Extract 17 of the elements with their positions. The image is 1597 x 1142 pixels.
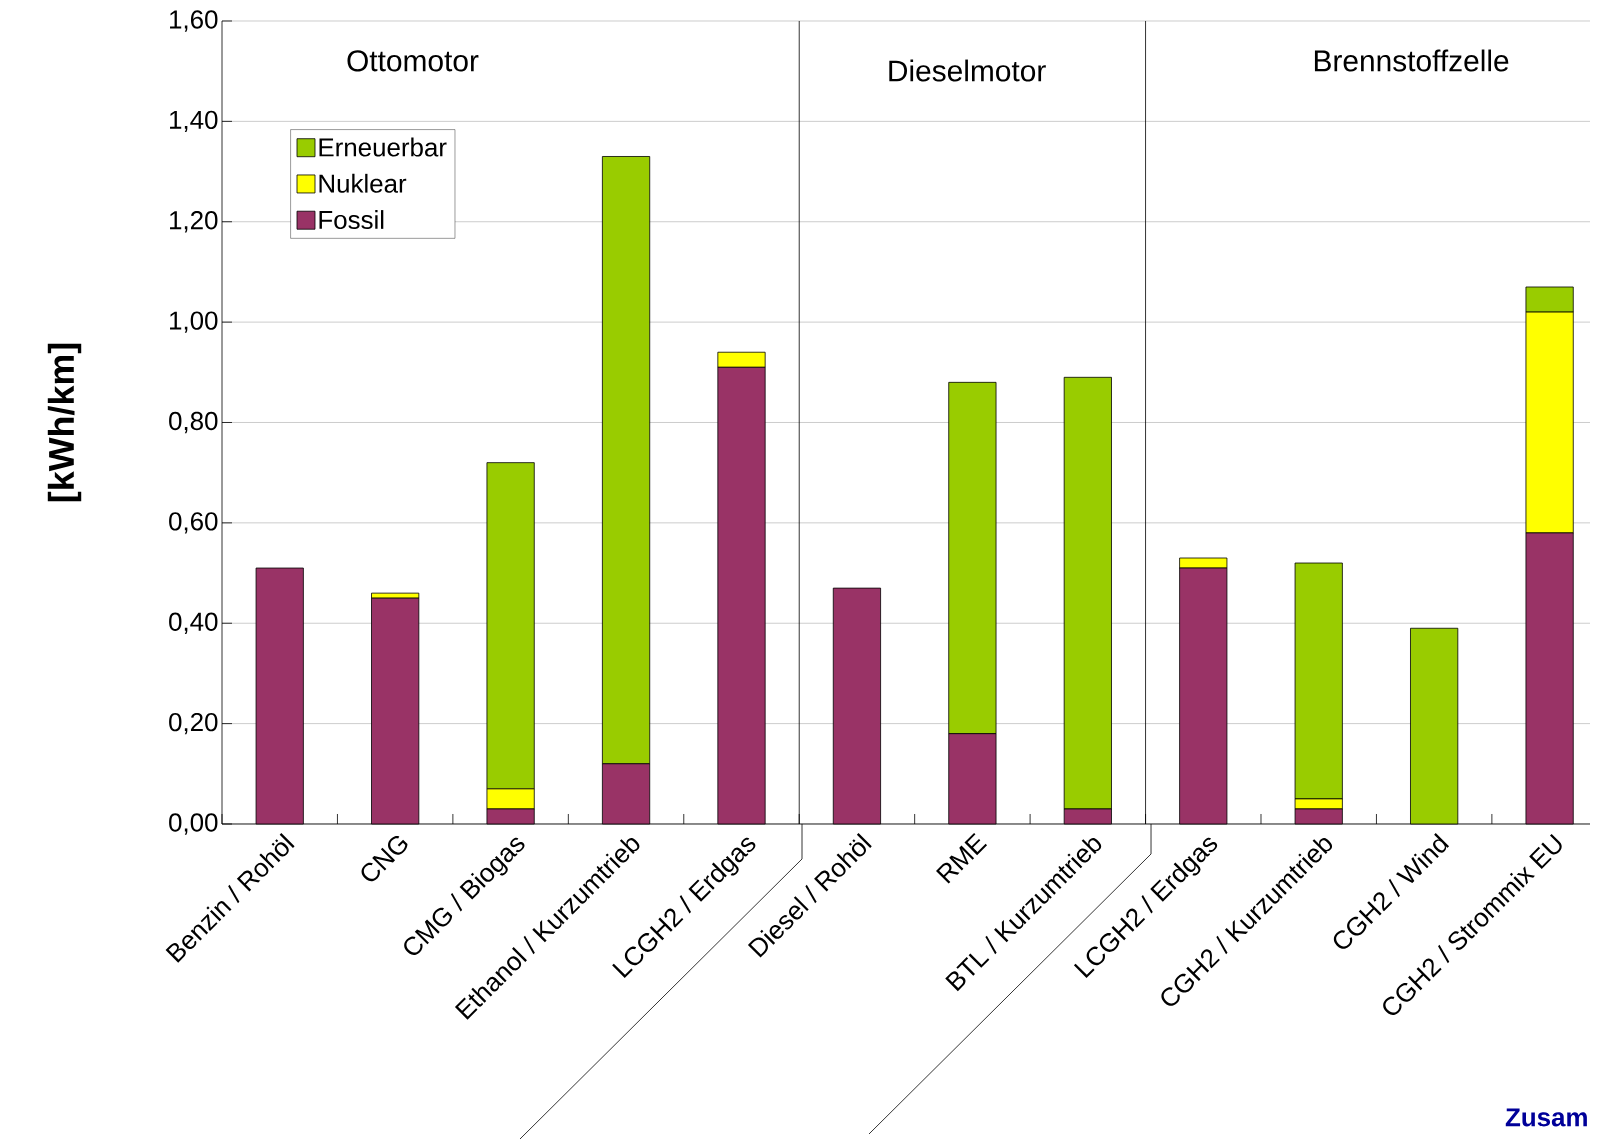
- y-tick-label: 0,40: [169, 612, 218, 634]
- y-tick-label: 1,60: [170, 10, 218, 32]
- y-axis-title: [kWh/km]: [47, 343, 82, 502]
- annotation: Dieselmotor: [889, 59, 1046, 82]
- text: Zusam: [1505, 1108, 1587, 1127]
- y-tick-label: 1,40: [170, 110, 218, 133]
- y-tick-label: 0,60: [169, 512, 218, 534]
- annotation: Brennstoffzelle: [1314, 49, 1509, 72]
- y-tick-label: 1,00: [170, 311, 218, 333]
- y-tick-label: 1,20: [170, 211, 218, 233]
- y-tick-label: 0,00: [169, 813, 218, 835]
- y-tick-label: 0,20: [169, 712, 218, 735]
- legend-label: Nuklear: [319, 173, 407, 193]
- legend-label: Fossil: [319, 210, 384, 230]
- y-tick-label: 0,80: [169, 411, 218, 434]
- annotation: Ottomotor: [347, 50, 479, 72]
- legend-label: Erneuerbar: [319, 137, 447, 157]
